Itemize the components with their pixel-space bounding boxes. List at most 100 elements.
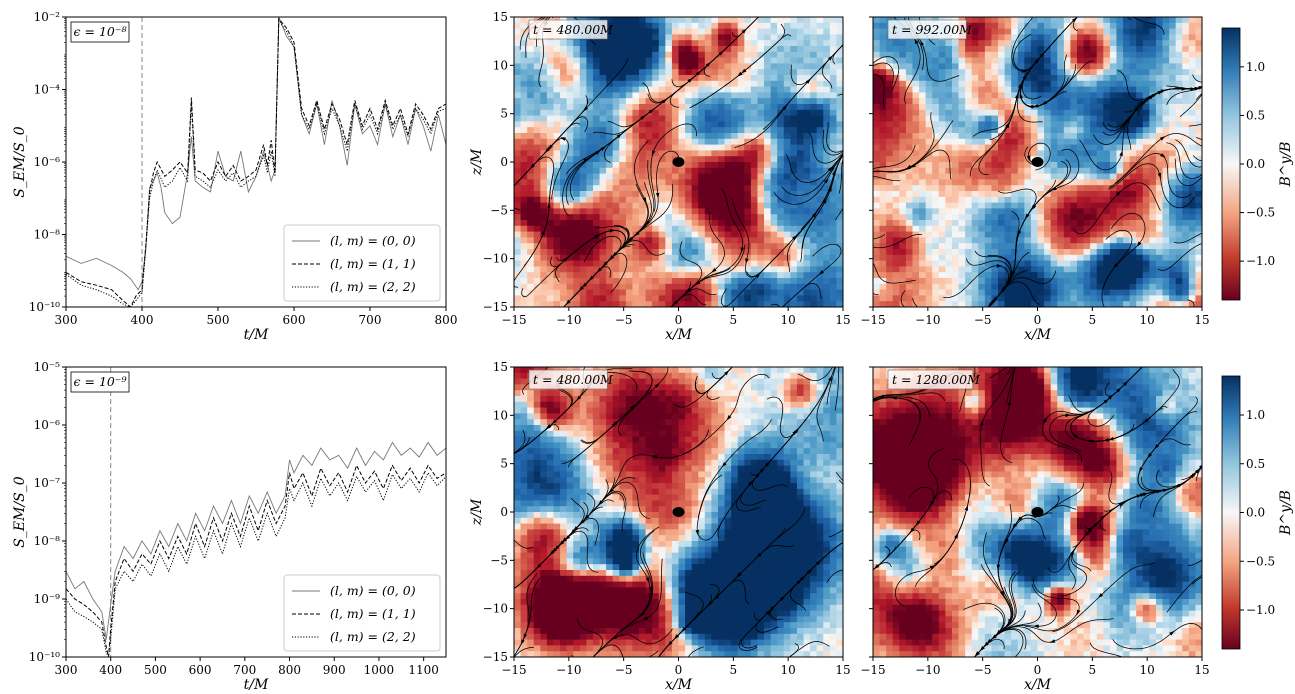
field-cell xyxy=(1195,104,1202,111)
field-cell xyxy=(803,121,811,128)
field-cell xyxy=(1017,69,1025,76)
field-cell xyxy=(1188,144,1196,151)
field-cell xyxy=(925,46,933,53)
field-cell xyxy=(1030,220,1038,227)
field-cell xyxy=(1083,109,1091,116)
field-cell xyxy=(1037,231,1045,238)
field-cell xyxy=(724,283,732,290)
field-cell xyxy=(777,283,785,290)
field-cell xyxy=(612,173,620,180)
field-cell xyxy=(625,144,633,151)
field-cell xyxy=(816,185,824,192)
field-cell xyxy=(1182,80,1190,87)
field-cell xyxy=(586,80,594,87)
field-cell xyxy=(919,127,927,134)
field-cell xyxy=(1070,208,1078,215)
field-cell xyxy=(1011,208,1019,215)
field-cell xyxy=(678,278,686,285)
field-cell xyxy=(553,104,561,111)
field-cell xyxy=(632,295,640,302)
field-cell xyxy=(579,196,587,203)
field-cell xyxy=(717,57,725,64)
field-cell xyxy=(514,301,521,307)
field-cell xyxy=(879,162,887,169)
field-cell xyxy=(744,254,752,261)
streamline xyxy=(770,303,780,307)
field-cell xyxy=(665,220,673,227)
field-cell xyxy=(540,289,548,296)
field-cell xyxy=(1096,225,1104,232)
field-cell xyxy=(1175,17,1183,24)
field-cell xyxy=(1083,121,1091,128)
field-cell xyxy=(829,86,837,93)
field-cell xyxy=(731,283,739,290)
field-cell xyxy=(671,243,679,250)
field-cell xyxy=(978,254,986,261)
field-cell xyxy=(932,69,940,76)
field-cell xyxy=(573,208,581,215)
field-cell xyxy=(1057,173,1065,180)
field-cell xyxy=(1017,202,1025,209)
field-cell xyxy=(625,75,633,82)
field-cell xyxy=(1162,28,1170,35)
field-cell xyxy=(816,167,824,174)
field-cell xyxy=(527,243,535,250)
field-cell xyxy=(639,69,646,76)
field-cell xyxy=(932,185,940,192)
field-cell xyxy=(790,75,798,82)
field-cell xyxy=(984,22,992,29)
field-cell xyxy=(796,237,804,244)
field-cell xyxy=(704,104,712,111)
field-cell xyxy=(1142,133,1150,140)
field-cell xyxy=(573,80,581,87)
field-cell xyxy=(1142,40,1150,47)
field-cell xyxy=(737,28,745,35)
field-cell xyxy=(599,278,607,285)
field-cell xyxy=(1063,46,1071,53)
field-cell xyxy=(1044,104,1052,111)
field-cell xyxy=(1169,69,1177,76)
field-cell xyxy=(829,278,837,285)
field-cell xyxy=(1129,46,1137,53)
field-cell xyxy=(691,202,699,209)
field-cell xyxy=(757,57,765,64)
field-cell xyxy=(945,202,953,209)
field-cell xyxy=(533,144,541,151)
field-cell xyxy=(1011,86,1019,93)
field-cell xyxy=(645,156,653,163)
field-cell xyxy=(886,237,894,244)
field-cell xyxy=(938,173,946,180)
field-cell xyxy=(919,249,927,256)
field-cell xyxy=(810,278,818,285)
field-cell xyxy=(1116,121,1124,128)
field-cell xyxy=(625,167,633,174)
field-cell xyxy=(678,231,686,238)
field-cell xyxy=(945,121,953,128)
field-cell xyxy=(899,51,907,58)
field-cell xyxy=(1103,225,1111,232)
field-cell xyxy=(592,208,600,215)
field-cell xyxy=(731,289,739,296)
field-cell xyxy=(579,40,587,47)
field-cell xyxy=(984,254,992,261)
field-cell xyxy=(925,179,933,186)
field-cell xyxy=(619,144,627,151)
field-cell xyxy=(1162,92,1170,99)
field-cell xyxy=(592,115,600,122)
field-cell xyxy=(829,289,837,296)
field-cell xyxy=(750,51,758,58)
x-tick-label: 800 xyxy=(435,313,458,327)
field-cell xyxy=(777,115,785,122)
field-cell xyxy=(1004,173,1012,180)
field-cell xyxy=(886,150,894,157)
field-cell xyxy=(1017,144,1025,151)
field-cell xyxy=(514,121,521,128)
field-cell xyxy=(1129,138,1137,145)
field-cell xyxy=(796,22,804,29)
field-cell xyxy=(579,220,587,227)
field-cell xyxy=(971,86,979,93)
field-cell xyxy=(744,208,752,215)
field-cell xyxy=(991,40,999,47)
field-cell xyxy=(892,46,900,53)
field-cell xyxy=(1123,133,1131,140)
